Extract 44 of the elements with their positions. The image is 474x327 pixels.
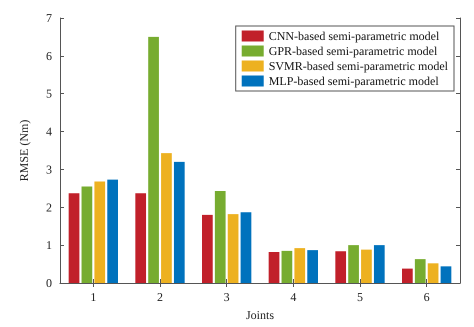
y-tick-label: 4 xyxy=(46,124,52,139)
x-axis-title: Joints xyxy=(246,308,274,322)
bar xyxy=(68,193,80,283)
bar xyxy=(294,248,306,283)
x-tick-label: 6 xyxy=(424,290,430,304)
bar xyxy=(135,193,146,283)
bar xyxy=(228,214,238,283)
legend-label: GPR-based semi-parametric model xyxy=(268,44,438,58)
y-axis-title: RMSE (Nm) xyxy=(17,120,31,182)
bar xyxy=(428,263,438,283)
bar xyxy=(202,214,213,283)
x-tick-label: 2 xyxy=(157,290,163,304)
legend-label: SVMR-based semi-parametric model xyxy=(268,59,449,73)
bar xyxy=(107,180,118,283)
bar xyxy=(94,182,106,283)
bar xyxy=(214,191,226,283)
bar xyxy=(414,259,426,283)
y-tick-label: 5 xyxy=(46,86,52,101)
x-tick-label: 4 xyxy=(290,290,296,304)
y-tick-label: 6 xyxy=(46,48,52,63)
bar xyxy=(268,252,280,283)
bar xyxy=(240,212,252,283)
y-tick-label: 3 xyxy=(46,162,52,176)
y-tick-label: 0 xyxy=(46,276,52,290)
y-tick-label: 2 xyxy=(46,200,52,214)
bar xyxy=(148,36,159,283)
bar xyxy=(307,250,318,283)
bar xyxy=(335,251,346,283)
bar xyxy=(161,153,172,283)
bar xyxy=(82,186,92,283)
bar xyxy=(348,245,359,283)
x-tick-label: 5 xyxy=(357,290,363,304)
bar xyxy=(174,162,185,283)
y-tick-label: 7 xyxy=(46,11,52,25)
bar xyxy=(440,266,452,283)
x-tick-label: 1 xyxy=(90,290,96,304)
bar xyxy=(282,250,292,283)
y-tick-label: 1 xyxy=(46,238,52,252)
bar xyxy=(361,250,372,283)
legend-label: MLP-based semi-parametric model xyxy=(268,74,440,88)
bar xyxy=(374,245,385,283)
bar xyxy=(402,268,413,283)
x-tick-label: 3 xyxy=(224,290,230,304)
legend-label: CNN-based semi-parametric model xyxy=(268,29,440,43)
